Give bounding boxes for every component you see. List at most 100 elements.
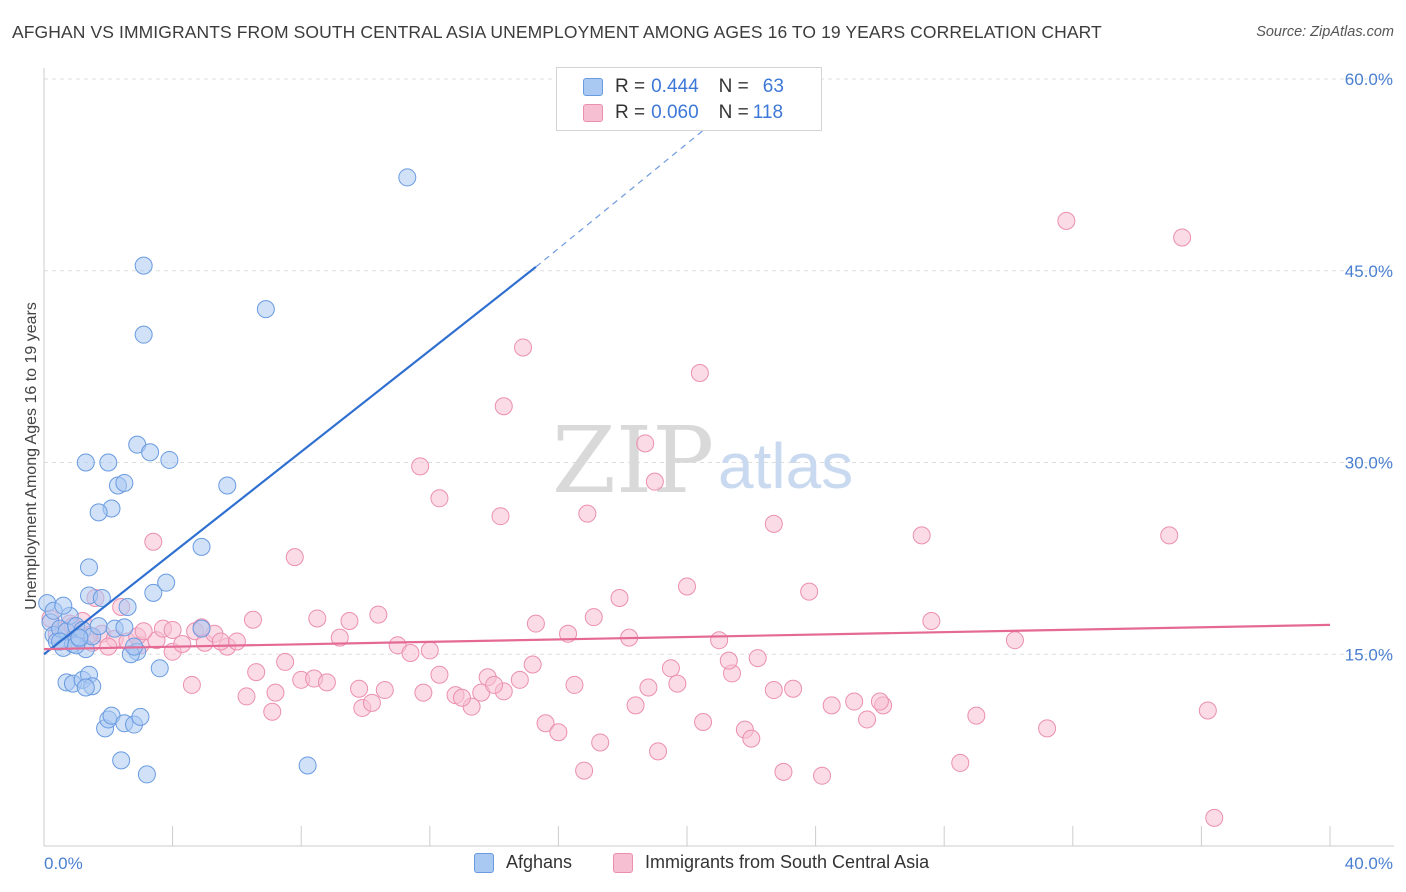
x-tick-marks	[43, 826, 1331, 846]
afghans-point	[192, 619, 211, 638]
immigrants-point	[494, 397, 513, 416]
immigrants-point	[1205, 808, 1224, 827]
immigrants-point	[800, 582, 819, 601]
legend-n-value: 118	[752, 102, 784, 123]
afghans-point	[76, 678, 95, 697]
source-label: Source: ZipAtlas.com	[1256, 24, 1394, 40]
immigrants-point	[951, 753, 970, 772]
immigrants-point	[227, 632, 246, 651]
immigrants-point	[173, 635, 192, 654]
legend-row-immigrants: R = 0.060 N = 118	[583, 100, 783, 126]
afghans-point	[150, 659, 169, 678]
watermark-atlas: atlas	[718, 430, 853, 502]
immigrants-point	[764, 514, 783, 533]
x-tick-label: 0.0%	[44, 854, 83, 873]
afghans-point	[218, 476, 237, 495]
immigrants-point	[1038, 719, 1057, 738]
immigrants-point	[690, 364, 709, 383]
immigrants-point	[263, 702, 282, 721]
immigrants-point	[719, 651, 738, 670]
immigrants-point	[748, 649, 767, 668]
immigrants-point	[1005, 631, 1024, 650]
y-tick-labels: 15.0% 30.0% 45.0% 60.0%	[1345, 70, 1393, 664]
immigrants-point	[870, 692, 889, 711]
afghans-point	[398, 168, 417, 187]
immigrants-points	[41, 211, 1224, 827]
immigrants-point	[626, 696, 645, 715]
immigrants-point	[578, 504, 597, 523]
legend-n-label: N =	[718, 102, 749, 123]
immigrants-point	[1160, 526, 1179, 545]
x-tick-labels: 0.0% 40.0%	[44, 854, 1393, 873]
afghans-point	[160, 450, 179, 469]
immigrants-point	[774, 762, 793, 781]
immigrants-point	[845, 692, 864, 711]
immigrants-point	[134, 622, 153, 641]
immigrants-point	[526, 614, 545, 633]
legend-r-label: R =	[615, 102, 646, 123]
immigrants-point	[584, 608, 603, 627]
immigrants-point	[1198, 701, 1217, 720]
immigrants-point	[636, 434, 655, 453]
afghans-point	[99, 453, 118, 472]
bottom-legend-immigrants-label: Immigrants from South Central Asia	[645, 852, 930, 872]
immigrants-point	[591, 733, 610, 752]
legend-r-value: 0.444	[651, 76, 699, 97]
immigrants-point	[645, 472, 664, 491]
immigrants-point	[362, 693, 381, 712]
afghans-trend-line	[43, 266, 537, 656]
immigrants-point	[1057, 211, 1076, 230]
afghans-point	[131, 707, 150, 726]
afghans-point	[141, 443, 160, 462]
afghans-point	[112, 751, 131, 770]
y-tick-label: 30.0%	[1345, 454, 1393, 473]
afghans-point	[134, 256, 153, 275]
immigrants-point	[330, 628, 349, 647]
immigrants-point	[610, 589, 629, 608]
immigrants-point	[411, 457, 430, 476]
immigrants-point	[401, 643, 420, 662]
trend-lines	[43, 116, 1331, 656]
immigrants-point	[285, 548, 304, 567]
immigrants-point	[247, 663, 266, 682]
immigrants-point	[967, 706, 986, 725]
bottom-legend-swatch-pink	[613, 852, 633, 873]
immigrants-point	[266, 683, 285, 702]
bottom-legend-afghans: Afghans	[474, 852, 572, 873]
legend-row-afghans: R = 0.444 N = 63	[583, 74, 784, 100]
afghans-point	[134, 325, 153, 344]
afghans-point	[89, 617, 108, 636]
afghans-point	[70, 628, 89, 647]
immigrants-point	[668, 674, 687, 693]
bottom-legend-swatch-blue	[474, 852, 494, 873]
immigrants-point	[182, 675, 201, 694]
immigrants-point	[549, 723, 568, 742]
immigrants-point	[523, 655, 542, 674]
legend-swatch-blue	[583, 78, 603, 96]
bottom-legend: Afghans Immigrants from South Central As…	[0, 852, 1406, 878]
immigrants-point	[639, 678, 658, 697]
immigrants-point	[420, 641, 439, 660]
bottom-legend-immigrants: Immigrants from South Central Asia	[613, 852, 929, 873]
immigrants-point	[430, 665, 449, 684]
bottom-legend-afghans-label: Afghans	[506, 852, 573, 872]
immigrants-point	[661, 659, 680, 678]
afghans-point	[256, 300, 275, 319]
afghans-point	[54, 596, 73, 615]
afghans-point	[118, 597, 137, 616]
watermark-zip: ZIP	[552, 407, 714, 514]
legend-r-value: 0.060	[651, 102, 699, 123]
y-tick-label: 45.0%	[1345, 262, 1393, 281]
immigrants-point	[1173, 228, 1192, 247]
immigrants-point	[565, 675, 584, 694]
immigrants-point	[430, 489, 449, 508]
grid-lines	[44, 78, 1394, 655]
immigrants-point	[414, 683, 433, 702]
afghans-point	[115, 618, 134, 637]
afghans-point	[137, 765, 156, 784]
immigrants-point	[340, 612, 359, 631]
immigrants-point	[211, 632, 230, 651]
immigrants-point	[243, 610, 262, 629]
immigrants-point	[99, 637, 118, 656]
